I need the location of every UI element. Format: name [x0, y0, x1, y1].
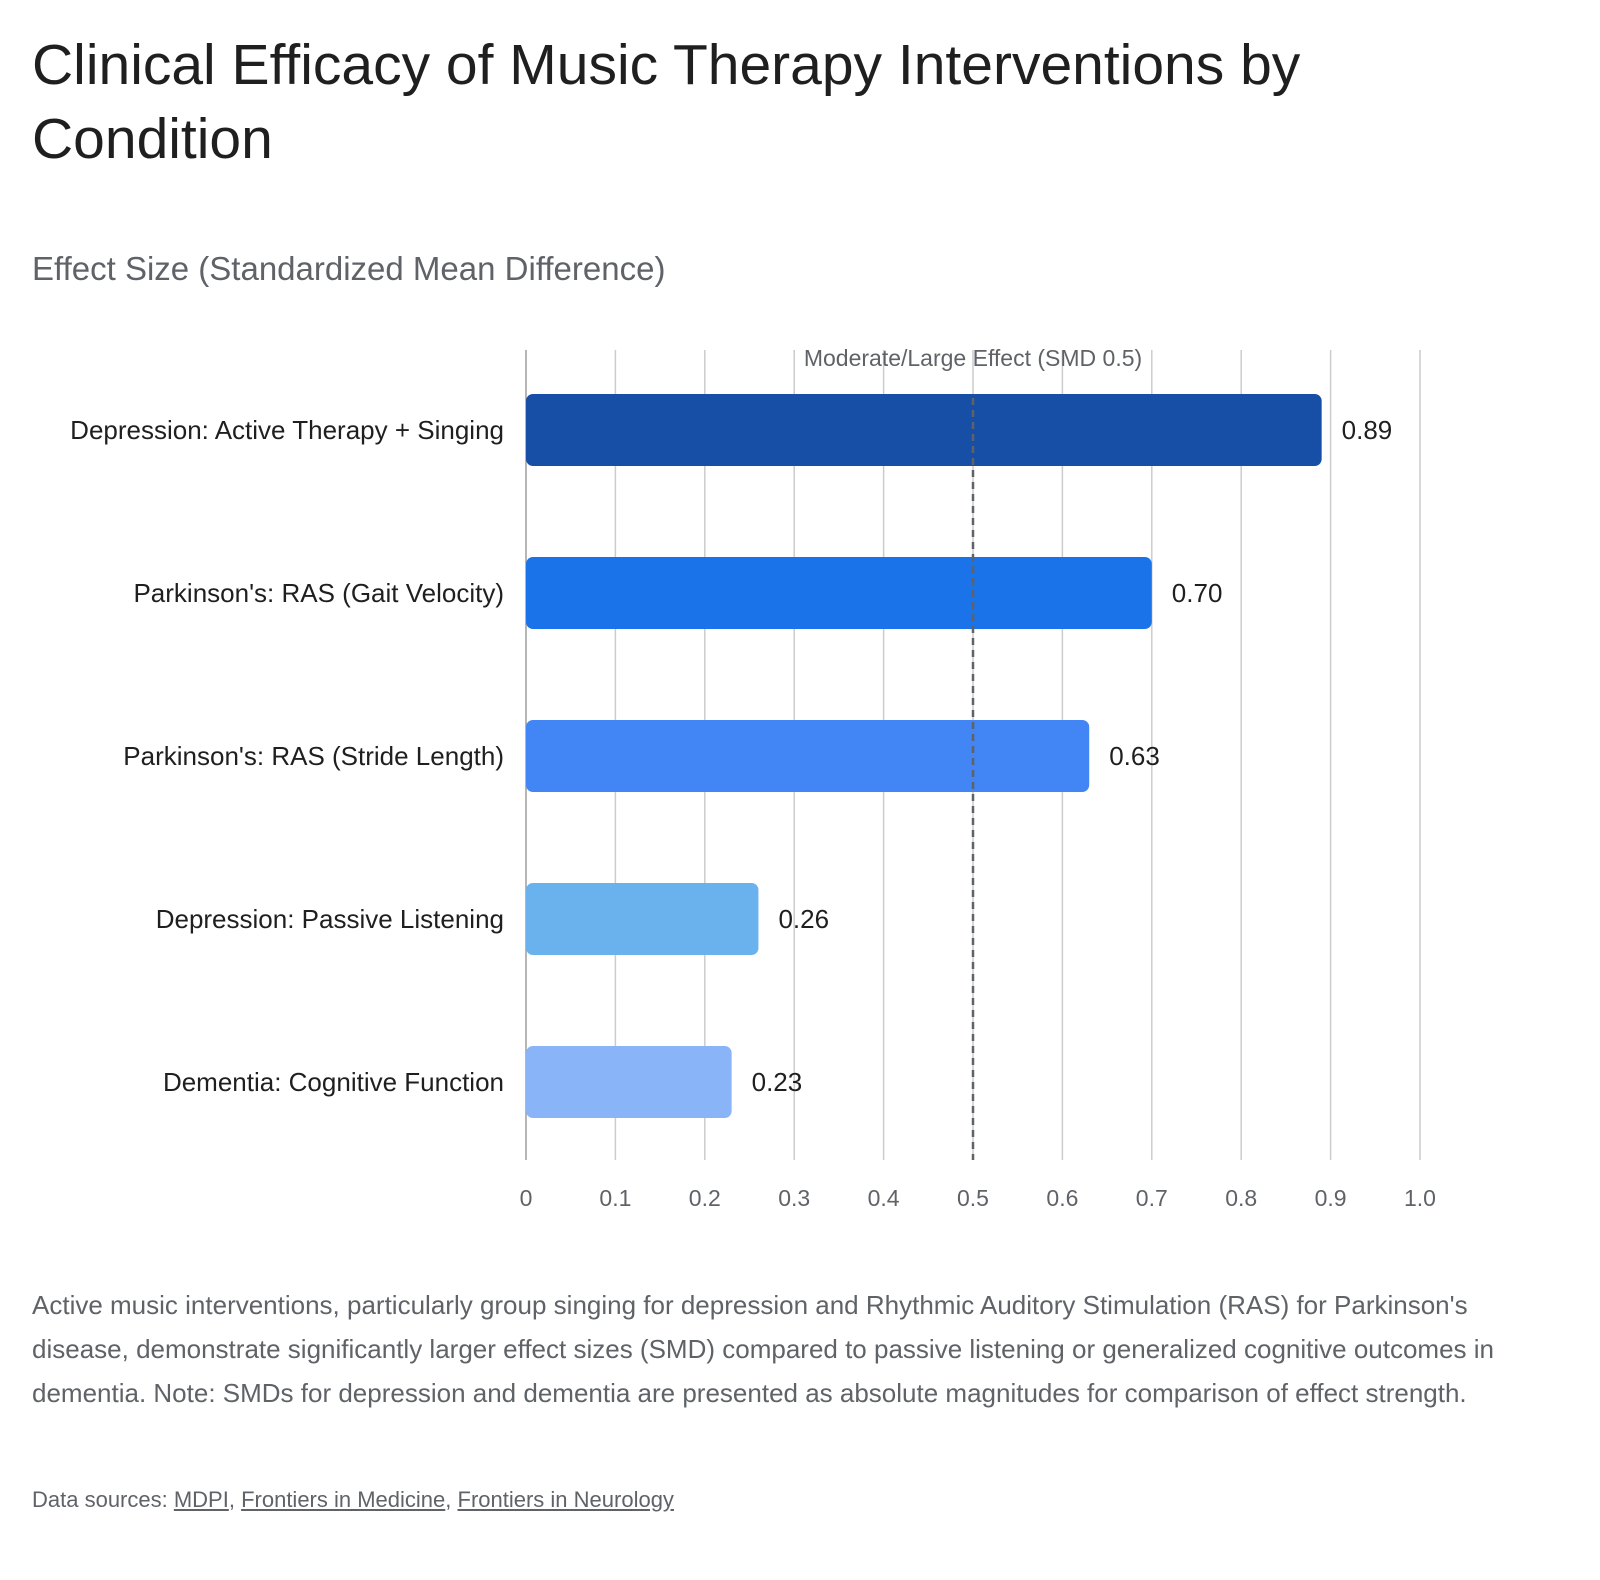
- category-label: Parkinson's: RAS (Gait Velocity): [133, 578, 504, 608]
- bars: [526, 394, 1322, 1118]
- category-label: Parkinson's: RAS (Stride Length): [123, 741, 504, 771]
- value-label: 0.63: [1109, 741, 1160, 771]
- source-separator: ,: [228, 1487, 242, 1512]
- x-tick-label: 1.0: [1404, 1185, 1436, 1211]
- x-tick-label: 0: [520, 1185, 533, 1211]
- bar: [526, 557, 1152, 629]
- value-label: 0.23: [752, 1067, 803, 1097]
- x-tick-label: 0.1: [599, 1185, 631, 1211]
- bar: [526, 883, 759, 955]
- x-tick-label: 0.9: [1315, 1185, 1347, 1211]
- x-tick-label: 0.3: [778, 1185, 810, 1211]
- bar: [526, 720, 1090, 792]
- source-link-mdpi[interactable]: MDPI: [173, 1487, 229, 1512]
- category-label: Depression: Passive Listening: [156, 904, 504, 934]
- x-tick-label: 0.7: [1136, 1185, 1168, 1211]
- x-tick-label: 0.4: [868, 1185, 900, 1211]
- value-label: 0.26: [778, 904, 829, 934]
- reference-line-group: Moderate/Large Effect (SMD 0.5): [804, 345, 1142, 1160]
- x-tick-label: 0.6: [1046, 1185, 1078, 1211]
- bar: [526, 394, 1322, 466]
- sources-prefix: Data sources:: [32, 1487, 174, 1512]
- x-axis-ticks: 0 0.1 0.2 0.3 0.4 0.5 0.6 0.7 0.8 0.9 1.0: [520, 1185, 1436, 1211]
- x-tick-label: 0.8: [1225, 1185, 1257, 1211]
- value-label: 0.70: [1172, 578, 1223, 608]
- category-label: Dementia: Cognitive Function: [163, 1067, 504, 1097]
- data-sources: Data sources: MDPI, Frontiers in Medicin…: [32, 1485, 674, 1515]
- reference-line-label: Moderate/Large Effect (SMD 0.5): [804, 345, 1142, 371]
- source-separator: ,: [445, 1487, 458, 1512]
- x-tick-label: 0.2: [689, 1185, 721, 1211]
- category-label: Depression: Active Therapy + Singing: [70, 415, 504, 445]
- value-labels: 0.89 0.70 0.63 0.26 0.23: [752, 415, 1393, 1097]
- chart-caption: Active music interventions, particularly…: [32, 1290, 1495, 1408]
- bar: [526, 1046, 732, 1118]
- bar-chart: Moderate/Large Effect (SMD 0.5) Depressi…: [70, 345, 1436, 1211]
- x-tick-label: 0.5: [957, 1185, 989, 1211]
- source-link-frontiers-neurology[interactable]: Frontiers in Neurology: [457, 1487, 674, 1512]
- chart-subtitle: Effect Size (Standardized Mean Differenc…: [32, 250, 666, 287]
- category-labels: Depression: Active Therapy + Singing Park…: [70, 415, 504, 1097]
- value-label: 0.89: [1342, 415, 1393, 445]
- chart-title: Clinical Efficacy of Music Therapy Inter…: [32, 33, 1301, 171]
- source-link-frontiers-medicine[interactable]: Frontiers in Medicine: [241, 1487, 446, 1512]
